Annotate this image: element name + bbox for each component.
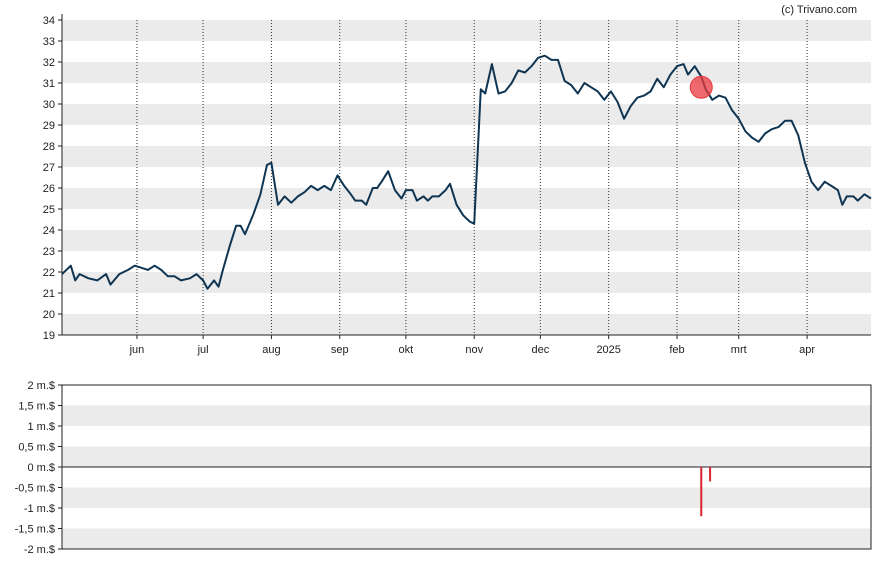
price-x-tick-label: okt <box>399 344 414 356</box>
price-band <box>62 272 871 293</box>
volume-y-tick-label: -1,5 m.$ <box>15 524 55 536</box>
volume-y-tick-label: 0,5 m.$ <box>18 442 55 454</box>
price-band <box>62 62 871 83</box>
price-x-tick-label: feb <box>669 344 684 356</box>
price-x-tick-label: apr <box>799 344 815 356</box>
volume-bar <box>700 467 703 517</box>
price-x-tick-label: 2025 <box>596 344 620 356</box>
price-y-tick-label: 28 <box>43 141 55 153</box>
price-x-tick-label: dec <box>531 344 549 356</box>
volume-y-tick-label: 1 m.$ <box>27 421 55 433</box>
price-y-tick-label: 31 <box>43 78 55 90</box>
price-x-tick-label: nov <box>465 344 483 356</box>
price-x-tick-label: jun <box>129 344 145 356</box>
price-y-tick-label: 22 <box>43 267 55 279</box>
price-band <box>62 20 871 41</box>
price-y-tick-label: 32 <box>43 57 55 69</box>
price-band <box>62 104 871 125</box>
price-y-tick-label: 33 <box>43 36 55 48</box>
price-y-tick-label: 30 <box>43 99 55 111</box>
volume-band <box>62 405 871 426</box>
volume-y-tick-label: 2 m.$ <box>27 380 55 392</box>
price-y-tick-label: 21 <box>43 288 55 300</box>
price-x-tick-label: aug <box>262 344 280 356</box>
price-y-tick-label: 29 <box>43 120 55 132</box>
volume-band <box>62 487 871 508</box>
price-band <box>62 230 871 251</box>
price-y-tick-label: 20 <box>43 309 55 321</box>
volume-y-tick-label: -0,5 m.$ <box>15 483 55 495</box>
price-y-tick-label: 25 <box>43 204 55 216</box>
volume-y-tick-label: -1 m.$ <box>24 503 55 515</box>
price-y-tick-label: 26 <box>43 183 55 195</box>
volume-y-tick-label: 1,5 m.$ <box>18 401 55 413</box>
price-line <box>61 54 872 290</box>
price-x-tick-label: sep <box>331 344 349 356</box>
price-y-tick-label: 34 <box>43 15 55 27</box>
copyright-label: (c) Trivano.com <box>781 4 857 16</box>
volume-y-tick-label: 0 m.$ <box>27 462 55 474</box>
volume-band <box>62 446 871 467</box>
volume-y-tick-label: -2 m.$ <box>24 544 55 556</box>
volume-bar <box>709 467 712 482</box>
price-x-tick-label: mrt <box>731 344 747 356</box>
price-y-tick-label: 24 <box>43 225 55 237</box>
price-band <box>62 314 871 335</box>
price-band <box>62 146 871 167</box>
price-band <box>62 188 871 209</box>
price-y-tick-label: 23 <box>43 246 55 258</box>
trade-marker <box>689 75 713 99</box>
price-y-tick-label: 19 <box>43 330 55 342</box>
volume-band <box>62 528 871 549</box>
price-y-tick-label: 27 <box>43 162 55 174</box>
price-x-tick-label: jul <box>197 344 209 356</box>
